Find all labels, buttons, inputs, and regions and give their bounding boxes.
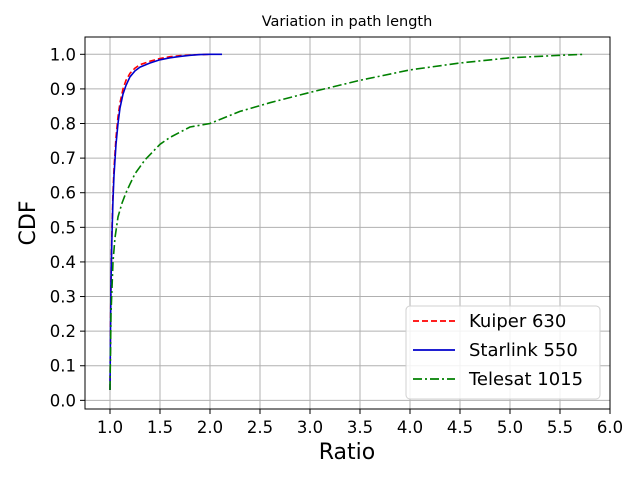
y-tick-label: 0.8: [50, 115, 76, 134]
x-tick-label: 1.0: [97, 418, 123, 437]
y-tick-label: 1.0: [50, 45, 76, 64]
legend-box: [405, 305, 601, 400]
y-tick-label: 0.0: [50, 391, 76, 410]
legend-label: Starlink 550: [469, 340, 578, 361]
x-tick-label: 5.5: [547, 418, 573, 437]
y-tick-label: 0.1: [50, 357, 76, 376]
x-tick-label: 3.5: [347, 418, 373, 437]
y-tick-label: 0.4: [50, 253, 76, 272]
x-tick-label: 6.0: [597, 418, 623, 437]
y-tick-label: 0.5: [50, 218, 76, 237]
y-tick-label: 0.6: [50, 184, 76, 203]
y-tick-label: 0.9: [50, 80, 76, 99]
y-axis-label: CDF: [16, 201, 41, 246]
axis-ticks: 1.0 1.5 2.0 2.5 3.0 3.5 4.0 4.5 5.0 5.5 6.0 0.0 0.1 0…: [50, 45, 623, 437]
x-tick-label: 4.5: [447, 418, 473, 437]
plot-area: [109, 53, 586, 391]
y-tick-label: 0.3: [50, 288, 76, 307]
x-tick-label: 3.0: [297, 418, 323, 437]
legend-label: Kuiper 630: [469, 311, 566, 332]
x-axis-label: Ratio: [319, 440, 375, 465]
x-tick-label: 5.0: [497, 418, 523, 437]
series-line-starlink-550: [109, 53, 222, 391]
y-tick-label: 0.7: [50, 149, 76, 168]
chart-title: Variation in path length: [262, 14, 433, 30]
y-tick-label: 0.2: [50, 322, 76, 341]
plot-frame: [84, 36, 611, 410]
x-tick-label: 4.0: [397, 418, 423, 437]
legend: Kuiper 630 Starlink 550 Telesat 1015: [405, 305, 601, 400]
x-tick-label: 2.5: [247, 418, 273, 437]
x-tick-label: 1.5: [147, 418, 173, 437]
x-tick-label: 2.0: [197, 418, 223, 437]
series-line-telesat-1015: [109, 53, 586, 391]
legend-label: Telesat 1015: [468, 369, 583, 390]
